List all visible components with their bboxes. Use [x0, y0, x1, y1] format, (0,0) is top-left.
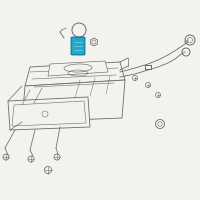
Polygon shape [8, 97, 90, 130]
Polygon shape [91, 38, 97, 46]
Polygon shape [25, 62, 125, 86]
FancyBboxPatch shape [71, 37, 85, 55]
Polygon shape [22, 80, 125, 122]
Polygon shape [12, 101, 86, 126]
Polygon shape [48, 61, 108, 76]
